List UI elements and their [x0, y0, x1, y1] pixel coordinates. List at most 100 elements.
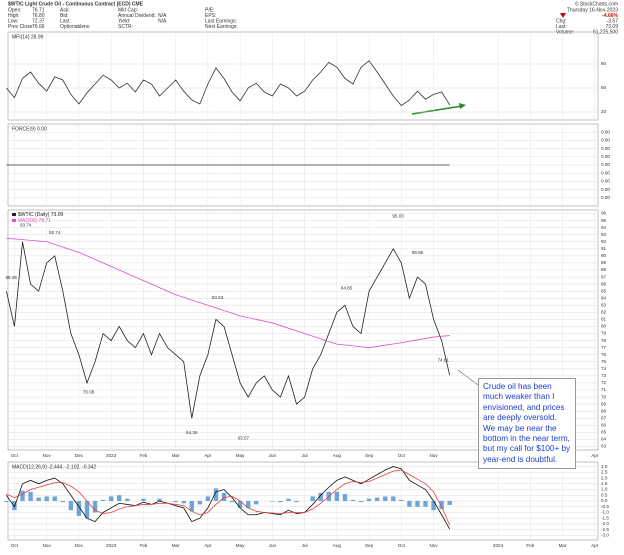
x-tick-label: 2023: [106, 543, 117, 548]
price-label: 86.35: [5, 275, 17, 280]
y-tick-label: 83: [601, 303, 607, 308]
y-tick-label: 0.5: [601, 492, 608, 497]
legend-label: MA(200) 78.71: [18, 218, 51, 224]
x-tick-label: Apr: [591, 543, 599, 548]
field-label: SCTR:: [118, 24, 133, 30]
y-tick-label: 77: [601, 345, 607, 350]
histogram-bar: [117, 495, 122, 501]
price-label: 93.74: [20, 223, 32, 228]
down-icon: [560, 13, 566, 18]
y-tick-label: 88: [601, 267, 607, 272]
x-tick-label: Oct: [398, 453, 406, 458]
field-value: 76.66: [32, 24, 45, 30]
price-label: 89.85: [412, 250, 424, 255]
histogram-bar: [68, 501, 74, 511]
y-tick-label: 65: [601, 430, 607, 435]
series-line: [6, 241, 451, 419]
divergence-arrow: [411, 105, 463, 115]
field-label: Bid:: [60, 13, 69, 19]
y-tick-label: 85: [601, 288, 607, 293]
field-label: Yield:: [118, 19, 130, 25]
field-label: Optionable:: [60, 24, 86, 30]
x-tick-label: May: [236, 453, 245, 458]
note-pointer: [457, 369, 479, 386]
histogram-bar: [423, 501, 428, 507]
panel-title: MFI(14) 28.99: [12, 34, 44, 40]
y-tick-label: 74: [601, 366, 607, 371]
x-tick-label: 2023: [106, 453, 117, 458]
panel-frame: [7, 31, 599, 121]
price-label: 95.03: [392, 214, 404, 219]
legend-label: $WTIC (Daily) 73.09: [18, 212, 64, 218]
y-tick-label: 84: [601, 295, 607, 300]
field-label: Last:: [60, 19, 71, 25]
x-tick-label: Apr: [591, 453, 599, 458]
x-tick-label: Oct: [11, 543, 19, 548]
x-tick-label: Nov: [43, 453, 52, 458]
histogram-bar: [358, 501, 364, 503]
field-label: Last Earnings:: [205, 19, 237, 25]
y-tick-label: 95: [601, 218, 607, 223]
y-tick-label: 82: [601, 310, 607, 315]
x-tick-label: 2024: [493, 543, 504, 548]
y-tick-label: 0.00: [601, 187, 610, 192]
series-line: [6, 469, 451, 526]
histogram-bar: [36, 497, 41, 501]
x-tick-label: Jun: [269, 543, 277, 548]
histogram-bar: [141, 498, 146, 501]
y-tick-label: 20: [601, 109, 607, 114]
series-line: [6, 60, 451, 107]
y-tick-label: 80: [601, 324, 607, 329]
stat-value: -3.57: [607, 19, 619, 25]
stat-label: Last:: [556, 24, 567, 30]
histogram-bar: [278, 501, 283, 503]
stat-value: 73.09: [605, 24, 618, 30]
y-tick-label: 3.0: [601, 464, 608, 469]
field-label: Annual Dividend:: [118, 13, 156, 19]
field-value: N/A: [158, 13, 167, 19]
x-tick-label: Oct: [398, 543, 406, 548]
stat-label: Volume:: [556, 30, 574, 36]
x-tick-label: Aug: [333, 543, 342, 548]
histogram-bar: [342, 494, 348, 501]
field-value: no: [84, 24, 90, 30]
histogram-bar: [205, 496, 211, 501]
histogram-bar: [181, 501, 186, 504]
histogram-bar: [254, 501, 259, 505]
y-tick-label: 2.0: [601, 475, 608, 480]
x-tick-label: Feb: [139, 543, 147, 548]
legend-swatch: [12, 219, 16, 222]
histogram-bar: [229, 501, 235, 503]
histogram-bar: [92, 501, 98, 513]
y-tick-label: 63: [601, 444, 607, 449]
price-label: 84.85: [341, 285, 353, 290]
y-tick-label: 73: [601, 373, 607, 378]
histogram-bar: [28, 491, 33, 501]
price-label: 92.74: [49, 230, 61, 235]
x-tick-label: Mar: [172, 453, 180, 458]
histogram-bar: [391, 496, 396, 501]
field-value: 76.71: [32, 7, 45, 13]
panel-title: MACD(12,26,9) -2.444, -2.102, -0.342: [12, 464, 96, 470]
histogram-bar: [76, 501, 82, 516]
histogram-bar: [100, 499, 106, 501]
y-tick-label: 0.00: [601, 146, 610, 151]
histogram-bar: [245, 501, 251, 508]
x-tick-label: Oct: [11, 453, 19, 458]
y-tick-label: 0.00: [601, 170, 610, 175]
histogram-bar: [447, 501, 452, 505]
y-tick-label: 79: [601, 331, 607, 336]
series-line: [6, 237, 450, 349]
field-label: Next Earnings:: [205, 24, 238, 30]
y-tick-label: 1.5: [601, 481, 608, 486]
y-tick-label: -2.5: [601, 527, 609, 532]
date: Thursday 16-Nov-2023: [567, 7, 618, 13]
y-tick-label: 70: [601, 394, 607, 399]
histogram-bar: [197, 501, 203, 505]
histogram-bar: [270, 501, 275, 502]
x-tick-label: Dec: [75, 543, 84, 548]
field-label: Prev Close:: [8, 24, 34, 30]
field-label: Mkt Cap:: [118, 7, 138, 13]
field-label: Open:: [8, 7, 22, 13]
